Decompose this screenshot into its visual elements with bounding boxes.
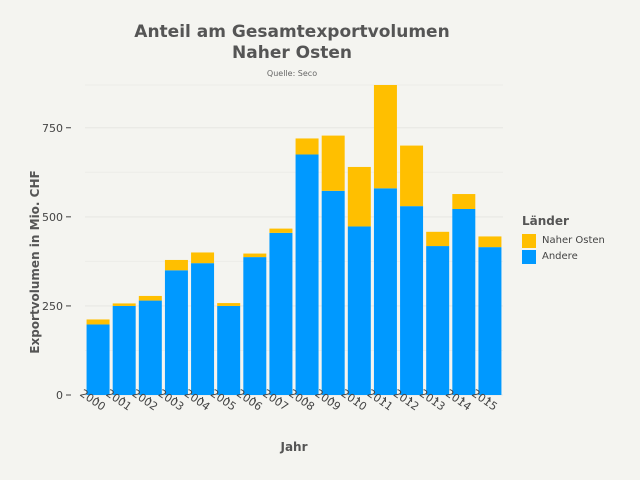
legend-title: Länder (522, 214, 569, 228)
bar-andere-2001 (112, 305, 136, 395)
bar-andere-2015 (478, 247, 502, 395)
bar-andere-2014 (452, 209, 476, 395)
bar-andere-2013 (426, 246, 450, 395)
legend-item-andere: Andere (522, 249, 605, 264)
chart-title-line-2: Naher Osten (232, 43, 352, 63)
bar-andere-2003 (164, 270, 188, 395)
chart-title-line-1: Anteil am Gesamtexportvolumen (134, 22, 450, 42)
bar-naher-osten-2013 (426, 231, 450, 247)
y-tick-label: 250 (42, 300, 63, 313)
bar-naher-osten-2014 (452, 194, 476, 209)
bar-naher-osten-2007 (269, 228, 293, 233)
bar-andere-2010 (347, 226, 371, 395)
y-axis-label: Exportvolumen in Mio. CHF (28, 170, 42, 354)
bar-naher-osten-2006 (243, 253, 267, 258)
bar-naher-osten-2003 (164, 259, 188, 271)
y-tick-label: 500 (42, 211, 63, 224)
legend-swatch-naher-osten (522, 233, 536, 248)
bar-andere-2006 (243, 257, 267, 395)
legend-item-naher-osten: Naher Osten (522, 233, 605, 248)
chart-title: Anteil am Gesamtexportvolumen Naher Oste… (0, 22, 584, 64)
y-tick-label: 0 (56, 389, 63, 402)
bar-naher-osten-2008 (295, 138, 319, 155)
bar-andere-2007 (269, 232, 293, 395)
bar-andere-2012 (400, 206, 424, 395)
chart-subtitle: Quelle: Seco (266, 69, 318, 78)
bar-andere-2004 (191, 263, 215, 395)
legend: Länder Naher Osten Andere (522, 214, 605, 265)
bar-naher-osten-2002 (138, 295, 162, 301)
bar-andere-2009 (321, 190, 345, 395)
bar-naher-osten-2005 (217, 303, 241, 306)
bar-andere-2002 (138, 300, 162, 395)
legend-label-naher-osten: Naher Osten (542, 235, 605, 246)
bar-naher-osten-2011 (373, 85, 397, 189)
bar-naher-osten-2012 (400, 145, 424, 207)
bar-naher-osten-2004 (191, 252, 215, 264)
bar-andere-2011 (373, 188, 397, 395)
bar-andere-2000 (86, 324, 110, 395)
bar-naher-osten-2009 (321, 135, 345, 191)
bar-naher-osten-2001 (112, 303, 136, 306)
legend-label-andere: Andere (542, 251, 578, 262)
bar-naher-osten-2015 (478, 236, 502, 248)
y-tick-label: 750 (42, 122, 63, 135)
bar-naher-osten-2000 (86, 319, 110, 325)
bar-andere-2008 (295, 154, 319, 395)
bar-andere-2005 (217, 305, 241, 395)
x-axis-label: Jahr (280, 440, 308, 454)
bar-naher-osten-2010 (347, 166, 371, 227)
legend-swatch-andere (522, 249, 536, 264)
